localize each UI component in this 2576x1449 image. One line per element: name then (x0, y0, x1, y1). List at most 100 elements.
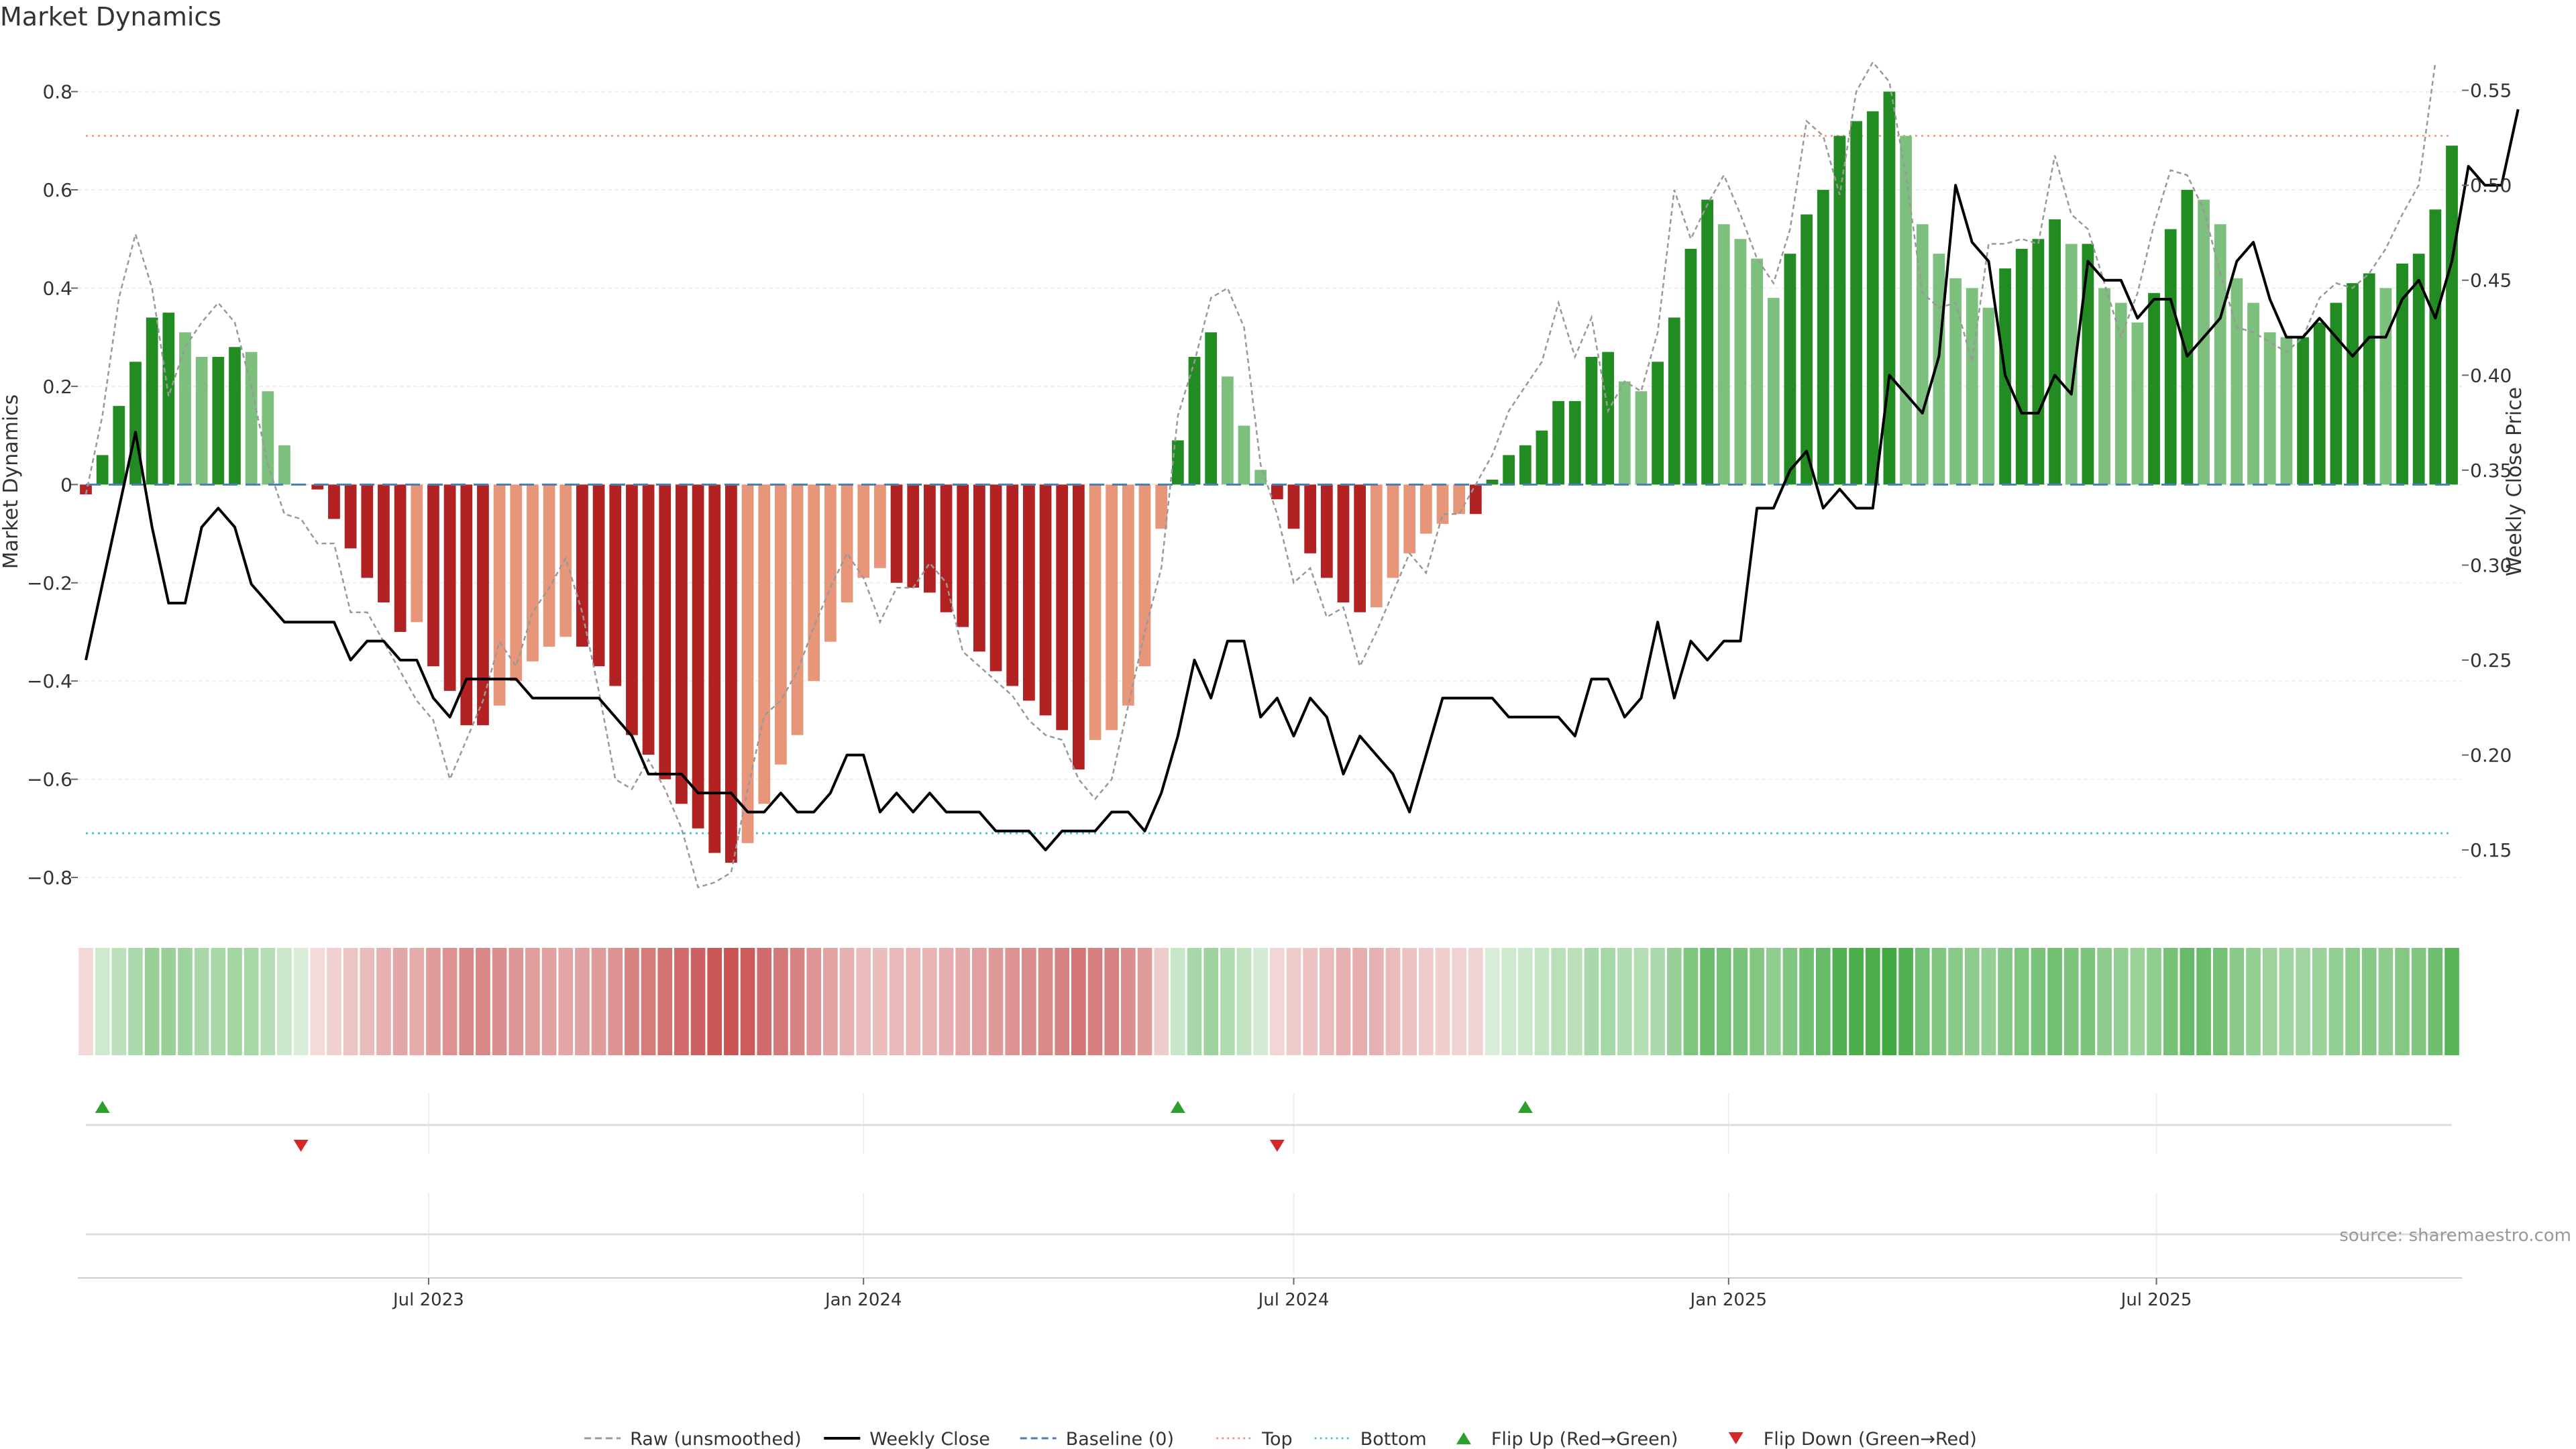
heat-cell-1 (95, 948, 110, 1055)
bar-week-125 (2148, 292, 2160, 485)
heat-cell-129 (2212, 948, 2228, 1055)
bar-week-24 (477, 484, 489, 726)
heat-cell-71 (1253, 948, 1268, 1055)
bar-week-14 (311, 484, 324, 490)
bar-week-2 (113, 406, 125, 485)
bar-week-21 (427, 484, 439, 667)
close-line-group (85, 109, 2520, 852)
heat-cell-113 (1948, 948, 1963, 1055)
heat-cell-2 (111, 948, 127, 1055)
bar-week-75 (1320, 484, 1333, 578)
heat-cell-121 (2080, 948, 2096, 1055)
bar-week-16 (344, 484, 357, 549)
heat-cell-102 (1766, 948, 1781, 1055)
heat-cell-130 (2229, 948, 2245, 1055)
heat-cell-88 (1534, 948, 1550, 1055)
heat-cell-14 (310, 948, 325, 1055)
heat-cell-41 (757, 948, 772, 1055)
bar-week-94 (1635, 391, 1648, 485)
bar-week-121 (2082, 244, 2094, 485)
bar-week-81 (1419, 484, 1432, 534)
bar-week-73 (1287, 484, 1300, 529)
bar-week-120 (2065, 244, 2078, 485)
bar-week-70 (1238, 425, 1250, 485)
raw-unsmoothed-line (85, 60, 2436, 889)
heat-cell-86 (1501, 948, 1516, 1055)
heat-cell-139 (2378, 948, 2394, 1055)
bar-week-88 (1536, 430, 1548, 485)
legend-item-3: Top (1216, 1429, 1293, 1449)
heat-cell-65 (1154, 948, 1169, 1055)
bar-week-79 (1387, 484, 1399, 578)
heat-cell-75 (1319, 948, 1334, 1055)
bar-week-122 (2098, 288, 2110, 485)
bar-week-57 (1022, 484, 1035, 701)
bar-week-143 (2446, 146, 2458, 485)
heat-cell-32 (608, 948, 623, 1055)
heat-cell-56 (1005, 948, 1020, 1055)
bar-week-62 (1106, 484, 1118, 731)
bar-week-137 (2347, 283, 2359, 485)
heat-cell-37 (690, 948, 706, 1055)
bar-week-139 (2379, 288, 2392, 485)
bar-week-96 (1668, 317, 1680, 485)
heat-cell-45 (823, 948, 838, 1055)
heat-cell-21 (426, 948, 441, 1055)
heat-cell-84 (1468, 948, 1483, 1055)
bar-week-43 (791, 484, 804, 735)
legend-item-0: Raw (unsmoothed) (584, 1429, 802, 1449)
bar-week-115 (1982, 307, 1995, 485)
bar-week-39 (725, 484, 737, 863)
bar-week-9 (229, 347, 241, 485)
legend: Raw (unsmoothed) Weekly Close Baseline (0)… (584, 1429, 1977, 1449)
heat-cell-42 (773, 948, 788, 1055)
bar-week-114 (1966, 288, 1978, 485)
heat-cell-138 (2361, 948, 2377, 1055)
bar-week-100 (1734, 239, 1747, 485)
heat-cell-118 (2031, 948, 2046, 1055)
bar-week-103 (1784, 254, 1796, 485)
bar-week-129 (2214, 224, 2226, 485)
heat-cell-63 (1121, 948, 1136, 1055)
bar-week-106 (1833, 136, 1846, 485)
heat-strip (78, 948, 2459, 1055)
bar-week-60 (1072, 484, 1085, 769)
bar-week-97 (1684, 248, 1697, 485)
heat-cell-125 (2147, 948, 2161, 1055)
right-tick-label-1: 0.20 (2470, 745, 2512, 767)
weekly-close-line (85, 109, 2520, 852)
legend-label-3: Top (1261, 1429, 1293, 1449)
bar-week-112 (1933, 254, 1945, 485)
bar-week-110 (1900, 136, 1912, 485)
bar-week-123 (2114, 303, 2127, 485)
bar-week-19 (394, 484, 407, 632)
heat-cell-112 (1931, 948, 1947, 1055)
legend-item-2: Baseline (0) (1020, 1429, 1174, 1449)
right-tick-label-7: 0.50 (2470, 174, 2512, 197)
right-tick-label-8: 0.55 (2470, 80, 2512, 102)
heat-cell-95 (1650, 948, 1665, 1055)
right-tick-label-3: 0.30 (2470, 554, 2512, 576)
bar-week-72 (1271, 484, 1283, 500)
legend-item-6: Flip Down (Green→Red) (1728, 1429, 1977, 1449)
bar-week-40 (741, 484, 754, 843)
heat-cell-52 (938, 948, 954, 1055)
heat-cell-15 (327, 948, 341, 1055)
heat-cell-111 (1915, 948, 1930, 1055)
bar-week-130 (2231, 278, 2243, 485)
bar-week-65 (1155, 484, 1168, 529)
heat-cell-126 (2163, 948, 2178, 1055)
bar-week-36 (676, 484, 688, 804)
left-tick-label-7: 0.6 (42, 179, 72, 201)
bar-week-64 (1138, 484, 1151, 667)
heat-cell-103 (1782, 948, 1798, 1055)
heat-cell-117 (2014, 948, 2029, 1055)
bar-week-135 (2313, 322, 2326, 485)
bar-week-117 (2015, 248, 2028, 485)
bar-week-102 (1767, 298, 1780, 485)
heat-cell-97 (1683, 948, 1699, 1055)
heat-cell-62 (1104, 948, 1120, 1055)
bar-week-46 (841, 484, 853, 603)
heat-cell-51 (922, 948, 937, 1055)
heat-cell-7 (194, 948, 209, 1055)
